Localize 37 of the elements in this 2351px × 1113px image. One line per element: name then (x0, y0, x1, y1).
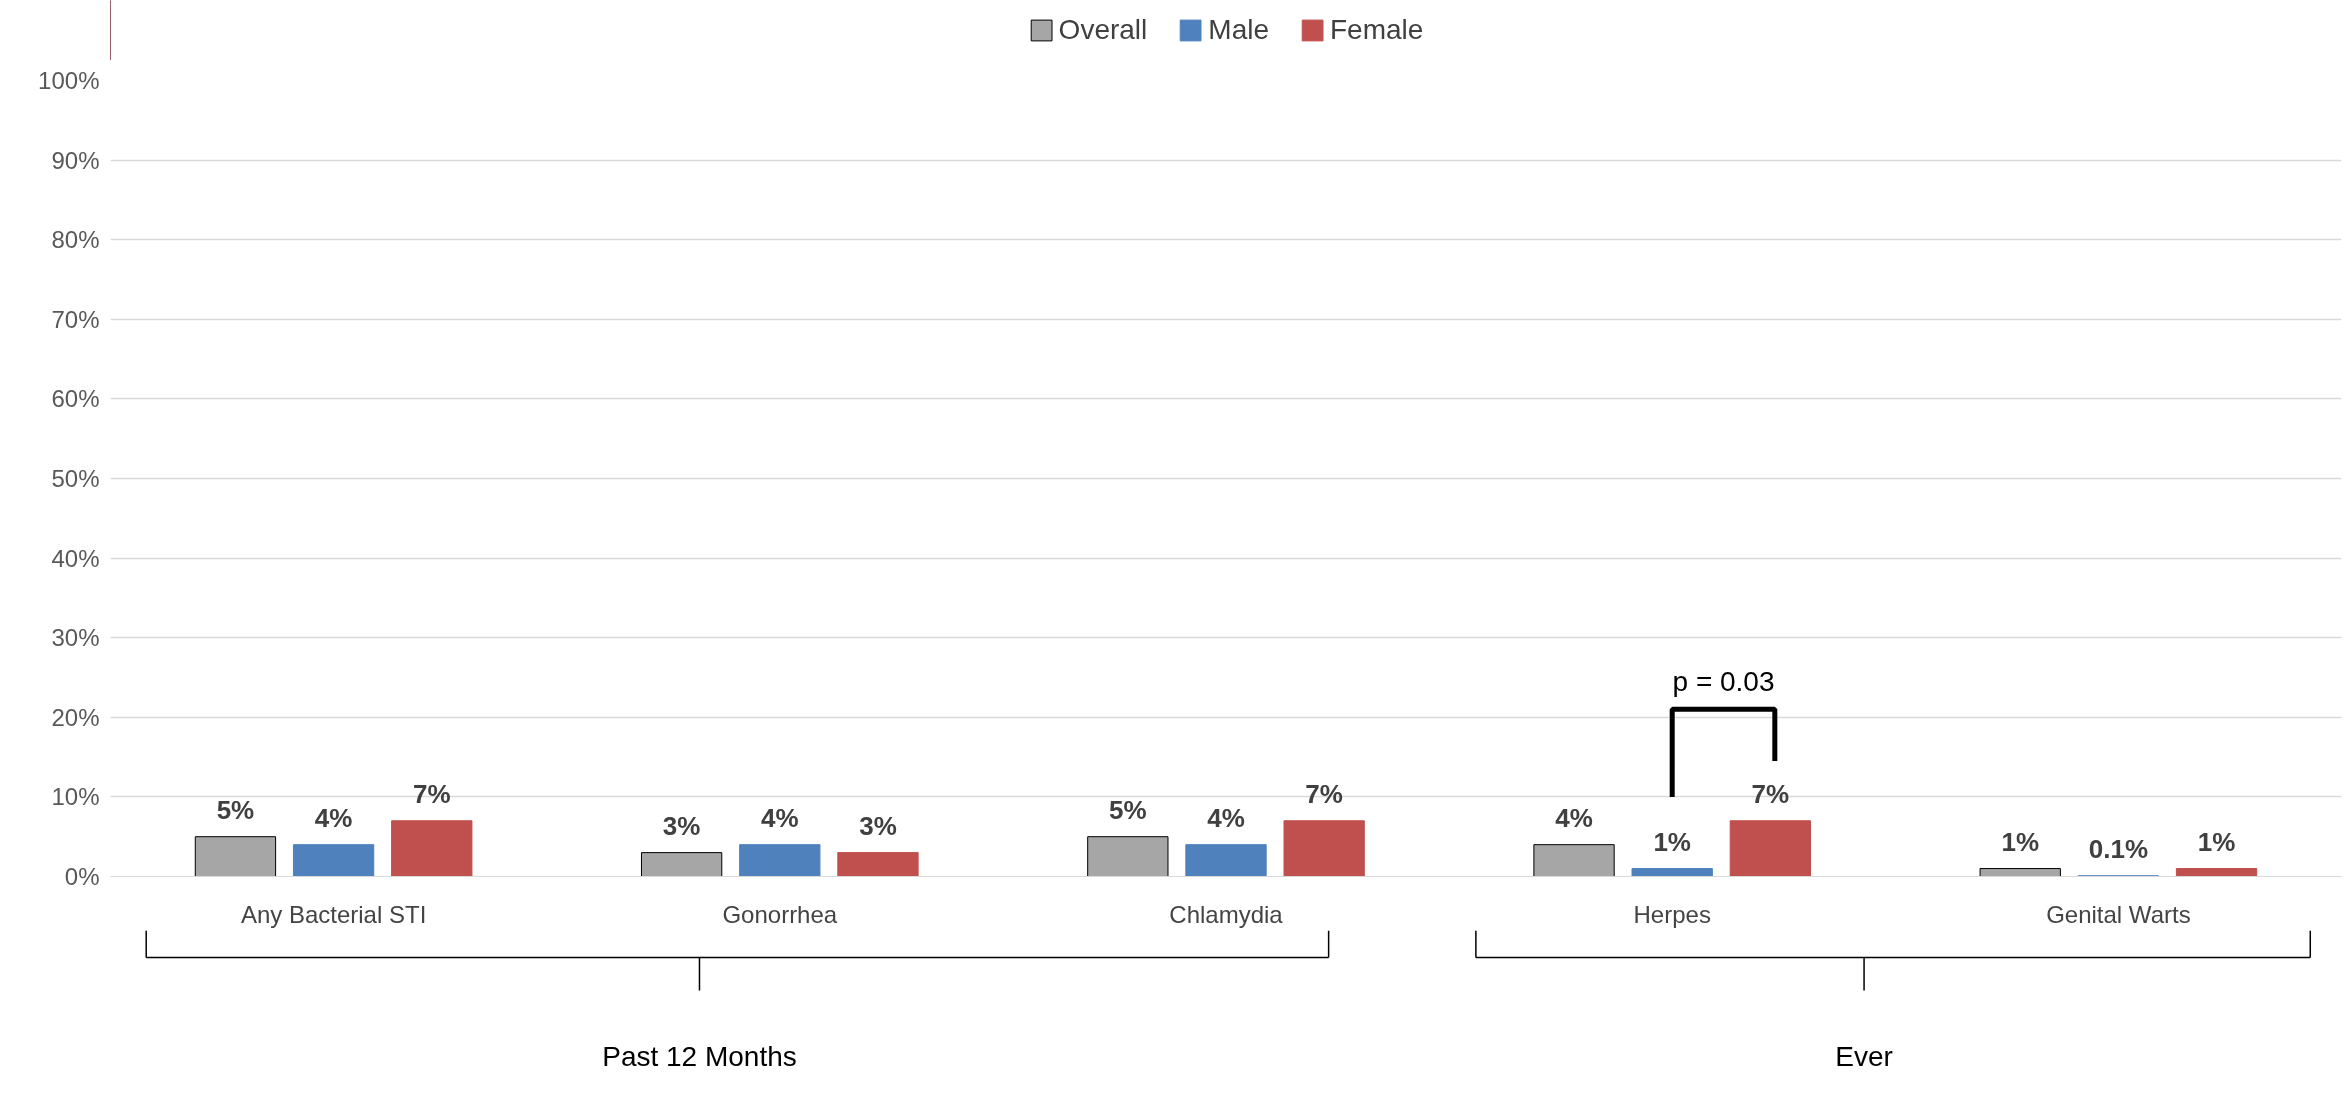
y-tick-label: 40% (51, 544, 100, 572)
x-tick-label: Herpes (1633, 900, 1711, 928)
y-tick-label: 50% (51, 465, 100, 492)
y-tick-label: 70% (51, 305, 100, 333)
data-label: 0.1% (2088, 833, 2149, 864)
y-tick-label: 30% (51, 624, 100, 652)
y-tick-label: 20% (51, 703, 100, 731)
annotation: p = 0.03 (1672, 666, 1775, 698)
data-label: 7% (1305, 778, 1343, 809)
data-label: 1% (2197, 826, 2236, 857)
legend-label: Overall (1058, 14, 1148, 46)
data-label: 7% (1751, 778, 1790, 809)
data-label: 3% (859, 810, 897, 841)
y-tick-label: 0% (64, 863, 100, 890)
y-tick-label: 100% (38, 67, 100, 94)
data-label: 4% (761, 802, 799, 833)
x-tick-label: Gonorrhea (722, 900, 838, 928)
y-tick-label: 60% (51, 385, 100, 413)
y-tick-label: 10% (51, 783, 100, 811)
data-label: 1% (1653, 826, 1691, 857)
data-label: 4% (314, 802, 353, 833)
x-tick-label: Chlamydia (1169, 900, 1284, 928)
text: Ever (1835, 1040, 1893, 1072)
y-tick-label: 90% (51, 146, 100, 174)
data-label: 7% (412, 778, 451, 809)
data-label: 3% (662, 810, 701, 841)
data-label: 4% (1207, 802, 1245, 833)
data-label: 1% (2001, 826, 2040, 857)
data-label: 5% (1109, 794, 1147, 825)
data-label: 4% (1555, 802, 1593, 833)
text: Past 12 Months (602, 1040, 797, 1072)
legend-label: Female (1330, 14, 1424, 46)
y-tick-label: 80% (51, 226, 100, 254)
data-label: 5% (216, 794, 255, 825)
x-tick-label: Any Bacterial STI (240, 900, 427, 928)
x-tick-label: Genital Warts (2046, 900, 2191, 928)
legend-label: Male (1208, 14, 1270, 46)
